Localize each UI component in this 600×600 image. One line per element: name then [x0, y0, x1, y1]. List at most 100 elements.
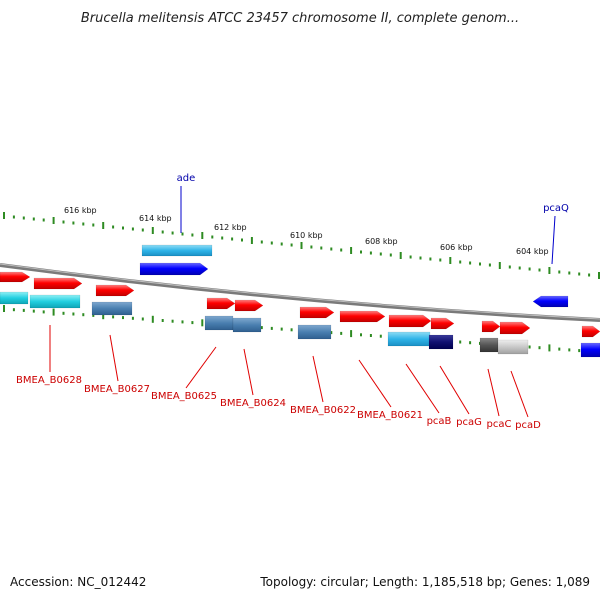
gene-label: pcaD: [515, 420, 541, 431]
ruler-tick: [320, 246, 323, 250]
leader-line: [243, 348, 254, 396]
ruler-tick: [102, 222, 105, 229]
gene-feature: [387, 331, 431, 347]
ruler-tick: [578, 349, 581, 353]
ruler-tick: [12, 215, 15, 219]
leader-line: [487, 368, 500, 417]
gene-feature: [497, 339, 529, 355]
gene-label: BMEA_B0622: [290, 405, 356, 416]
gene-label: pcaC: [487, 419, 512, 430]
ruler-tick: [161, 230, 164, 234]
gene-feature: [479, 337, 499, 353]
ruler-tick: [3, 212, 5, 219]
ruler-tick: [310, 245, 313, 249]
cds-arrow: [234, 299, 264, 312]
cds-arrow: [388, 314, 432, 328]
ruler-tick: [171, 319, 174, 323]
leader-line: [358, 359, 392, 408]
ruler-tick: [22, 308, 25, 312]
gene-label: BMEA_B0624: [220, 398, 286, 409]
ruler-tick: [141, 228, 144, 232]
ruler-tick: [389, 253, 392, 257]
leader-line: [405, 363, 440, 414]
ruler-tick: [350, 247, 353, 254]
accession-text: Accession: NC_012442: [10, 575, 147, 589]
ruler-tick: [151, 315, 154, 323]
leader-line: [312, 355, 324, 403]
ruler-tick: [82, 313, 85, 317]
ruler-tick: [241, 238, 243, 242]
label-leader-lines: [49, 186, 556, 418]
gene-feature: [91, 301, 133, 316]
ruler-tick: [171, 231, 174, 235]
ruler-tick: [379, 334, 382, 338]
leader-line: [551, 215, 556, 265]
ruler-tick: [330, 331, 333, 335]
ruler-tick: [260, 240, 263, 244]
ruler-tick: [122, 226, 124, 230]
ruler-tick: [12, 308, 15, 312]
gene-label: BMEA_B0627: [84, 384, 150, 395]
cds-arrow: [33, 277, 83, 290]
ruler-tick: [191, 321, 194, 325]
gene-label: pcaB: [427, 416, 452, 427]
ruler-tick: [72, 312, 75, 316]
ruler-tick: [588, 273, 591, 277]
coordinate-ruler: 616 kbp 614 kbp 612 kbp 610 kbp 608 kbp 606 k…: [64, 206, 549, 256]
ruler-tick: [449, 257, 452, 264]
cds-arrow: [95, 284, 135, 297]
ruler-tick: [280, 242, 283, 246]
ruler-tick: [379, 252, 382, 256]
leader-line: [185, 346, 217, 389]
ruler-tick: [538, 346, 541, 350]
ruler-tick: [32, 309, 35, 313]
cds-arrow: [430, 317, 455, 330]
ruler-tick: [270, 326, 273, 330]
ruler-tick: [399, 252, 402, 259]
ruler-tick: [92, 313, 95, 317]
ruler-tick: [459, 260, 462, 264]
ruler-tick: [429, 257, 432, 261]
forward-cds-arrow: [532, 295, 569, 308]
ruler-label: 608 kbp: [365, 237, 398, 246]
ruler-tick: [112, 225, 115, 229]
ruler-tick: [508, 265, 511, 269]
ruler-tick: [439, 258, 442, 262]
ruler-label: 612 kbp: [214, 223, 247, 232]
ruler-tick: [469, 261, 472, 265]
chromosome-backbone-highlight: [0, 263, 600, 320]
ruler-tick: [419, 256, 422, 260]
ruler-tick: [290, 243, 293, 247]
ruler-tick: [528, 345, 531, 349]
ruler-tick: [32, 217, 35, 221]
ruler-tick: [42, 310, 45, 314]
ruler-tick: [488, 263, 491, 267]
leader-line: [439, 365, 470, 415]
genome-summary-text: Topology: circular; Length: 1,185,518 bp…: [260, 575, 590, 589]
ruler-tick: [131, 227, 134, 231]
ruler-label: 616 kbp: [64, 206, 97, 215]
cds-arrow: [299, 306, 335, 319]
gene-features: [0, 244, 600, 358]
gene-label: BMEA_B0625: [151, 391, 217, 402]
gene-label: pcaG: [456, 417, 482, 428]
ruler-tick: [92, 223, 95, 227]
ruler-tick: [201, 319, 204, 327]
ruler-tick: [369, 251, 372, 255]
ruler-tick: [568, 271, 571, 275]
ruler-tick: [250, 237, 253, 244]
ruler-tick: [538, 268, 541, 272]
ruler-tick: [42, 218, 45, 222]
forward-cds-arrow: [139, 262, 209, 276]
ruler-tick: [459, 340, 462, 344]
cds-arrow: [339, 310, 386, 323]
ruler-tick: [528, 267, 531, 271]
ruler-tick: [52, 217, 55, 224]
ruler-tick: [191, 233, 194, 237]
gene-label: ade: [177, 173, 196, 184]
ruler-tick: [330, 247, 333, 251]
ruler-tick: [62, 311, 65, 315]
ruler-tick: [568, 348, 571, 352]
